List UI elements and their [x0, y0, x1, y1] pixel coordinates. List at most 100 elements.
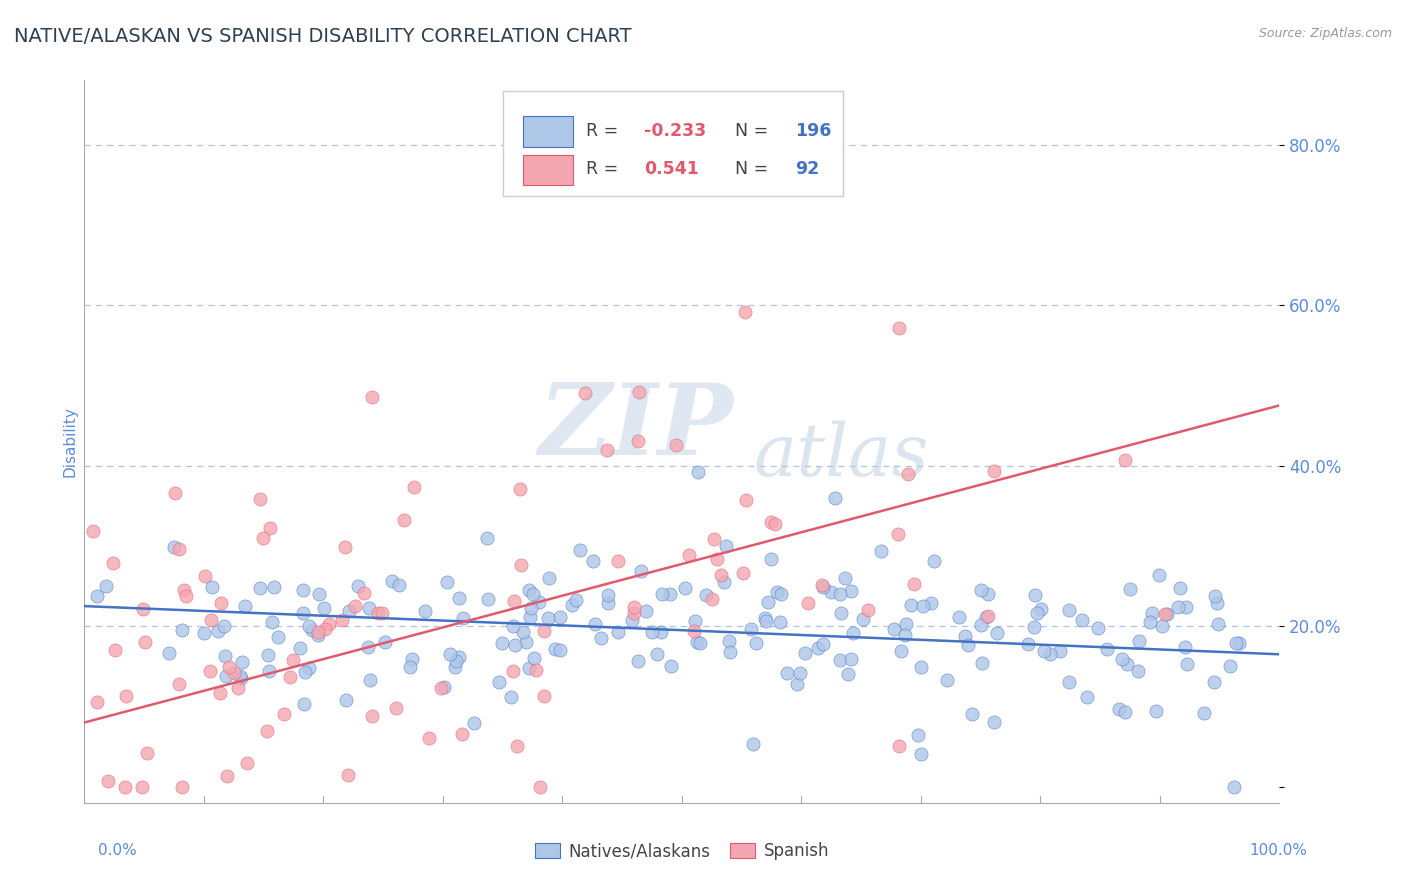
Point	[82, 524, 104, 538]
Point	[114, 690, 136, 704]
Point	[357, 640, 380, 655]
Point	[887, 739, 910, 753]
Point	[754, 610, 776, 624]
Point	[502, 619, 524, 633]
Point	[524, 663, 547, 677]
Point	[596, 589, 619, 603]
Point	[837, 666, 859, 681]
Point	[1128, 633, 1150, 648]
Point	[1225, 636, 1247, 650]
Point	[1115, 657, 1137, 672]
Point	[1114, 705, 1136, 719]
Point	[911, 599, 934, 614]
Point	[132, 602, 155, 616]
Point	[475, 532, 498, 546]
Point	[565, 592, 588, 607]
Point	[388, 577, 411, 591]
Point	[256, 723, 278, 738]
Point	[506, 739, 529, 754]
Point	[1156, 607, 1178, 622]
Point	[523, 651, 546, 665]
Text: ZIP: ZIP	[538, 379, 734, 475]
Point	[685, 634, 707, 648]
Point	[634, 604, 657, 618]
Point	[673, 581, 696, 595]
Point	[710, 567, 733, 582]
Point	[755, 614, 778, 628]
Point	[229, 669, 252, 683]
Point	[361, 390, 384, 404]
Point	[1128, 664, 1150, 678]
Point	[314, 622, 336, 636]
Point	[695, 588, 717, 602]
Point	[582, 554, 605, 568]
Point	[887, 321, 910, 335]
Point	[596, 443, 619, 458]
Point	[1071, 613, 1094, 627]
Point	[198, 665, 221, 679]
Point	[259, 521, 281, 535]
Point	[883, 622, 905, 636]
Point	[330, 613, 353, 627]
Point	[347, 579, 370, 593]
Point	[920, 596, 942, 610]
Point	[641, 624, 664, 639]
Point	[249, 491, 271, 506]
Point	[488, 675, 510, 690]
Point	[890, 644, 912, 658]
Text: 196: 196	[796, 122, 832, 140]
Point	[292, 697, 315, 711]
Point	[444, 654, 467, 668]
Point	[606, 624, 628, 639]
Point	[439, 647, 461, 661]
Text: atlas: atlas	[754, 421, 929, 491]
Point	[502, 664, 524, 678]
Point	[436, 575, 458, 590]
Point	[413, 604, 436, 618]
Point	[852, 612, 875, 626]
Point	[163, 541, 186, 555]
Point	[170, 780, 193, 794]
Point	[734, 305, 756, 319]
Point	[97, 773, 120, 788]
Point	[172, 624, 194, 638]
Point	[399, 660, 422, 674]
Point	[256, 648, 278, 663]
Point	[443, 659, 465, 673]
Text: R =: R =	[586, 161, 630, 178]
FancyBboxPatch shape	[503, 91, 844, 196]
Point	[278, 670, 301, 684]
Point	[621, 613, 644, 627]
Point	[756, 595, 779, 609]
Point	[956, 639, 979, 653]
Point	[392, 513, 415, 527]
Point	[983, 714, 1005, 729]
Point	[503, 638, 526, 652]
Point	[1076, 690, 1098, 704]
Text: 92: 92	[796, 161, 820, 178]
Point	[630, 565, 652, 579]
Point	[512, 624, 534, 639]
Legend: Natives/Alaskans, Spanish: Natives/Alaskans, Spanish	[529, 836, 835, 867]
Point	[260, 615, 283, 629]
Point	[910, 659, 932, 673]
Point	[1175, 657, 1198, 671]
Point	[811, 580, 834, 594]
Point	[977, 587, 1000, 601]
Point	[499, 690, 522, 704]
Point	[935, 673, 957, 687]
Point	[769, 587, 792, 601]
Point	[361, 709, 384, 723]
Point	[312, 601, 335, 615]
Point	[517, 660, 540, 674]
Point	[94, 579, 117, 593]
Point	[1204, 589, 1226, 603]
Point	[167, 541, 190, 556]
Point	[970, 617, 993, 632]
Point	[226, 681, 249, 695]
Point	[769, 615, 792, 629]
Point	[776, 665, 799, 680]
Point	[806, 641, 828, 656]
Point	[86, 589, 108, 603]
Point	[910, 747, 932, 762]
